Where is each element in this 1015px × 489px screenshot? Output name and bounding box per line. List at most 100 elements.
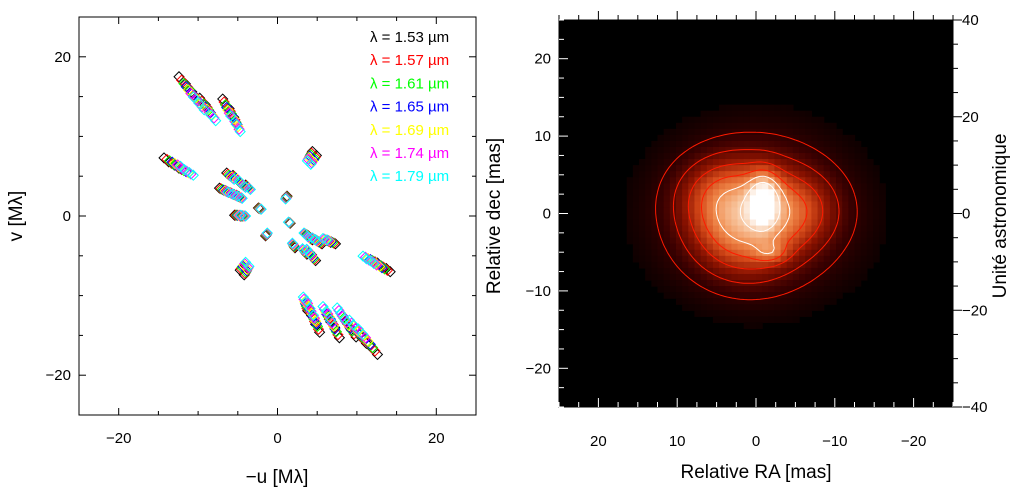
image-pixel: [706, 267, 714, 275]
image-pixel: [688, 267, 696, 275]
image-pixel: [786, 213, 794, 221]
image-pixel: [743, 298, 751, 305]
image-pixel: [743, 243, 751, 251]
image-pixel: [780, 189, 788, 196]
uv-point: [163, 155, 176, 167]
image-pixel: [879, 183, 886, 190]
image-pixel: [694, 146, 702, 154]
image-pixel: [780, 171, 788, 178]
image-pixel: [829, 267, 837, 275]
image-pixel: [657, 140, 665, 148]
image-pixel: [811, 207, 819, 215]
image-pixel: [860, 165, 868, 172]
uv-x-tick-label: 20: [428, 430, 445, 447]
image-pixel: [799, 298, 806, 305]
image-pixel: [860, 225, 868, 233]
image-pixel: [756, 201, 763, 209]
image-pixel: [700, 273, 708, 281]
image-pixel: [682, 201, 689, 209]
image-pixel: [786, 255, 794, 263]
image-pixel: [756, 273, 763, 281]
image-pixel: [700, 225, 708, 233]
image-pixel: [749, 225, 757, 233]
image-pixel: [651, 231, 659, 239]
image-pixel: [848, 177, 856, 184]
image-pixel: [682, 171, 689, 178]
image-pixel: [756, 267, 763, 275]
image-pixel: [645, 237, 652, 245]
image-pixel: [731, 189, 739, 196]
image-pixel: [811, 201, 819, 209]
image-y2-tick-label: −40: [962, 399, 987, 416]
uv-series-1: [161, 74, 394, 357]
image-pixel: [829, 128, 837, 136]
image-pixel: [688, 261, 696, 269]
image-pixel: [737, 177, 745, 184]
image-pixel: [842, 255, 849, 263]
image-pixel: [737, 310, 745, 317]
image-pixel: [725, 159, 732, 166]
image-pixel: [842, 189, 849, 196]
image-pixel: [725, 140, 732, 148]
image-pixel: [829, 261, 837, 269]
image-pixel: [669, 165, 677, 172]
image-pixel: [712, 219, 720, 227]
image-pixel: [872, 201, 880, 209]
image-pixel: [792, 310, 800, 317]
image-pixel: [774, 153, 782, 160]
image-pixel: [860, 183, 868, 190]
image-pixel: [645, 255, 652, 263]
image-pixel: [866, 177, 874, 184]
image-pixel: [694, 304, 702, 311]
uv-x-tick-label: 0: [273, 430, 281, 447]
image-pixel: [774, 286, 782, 293]
image-pixel: [694, 201, 702, 209]
image-pixel: [762, 267, 769, 275]
image-pixel: [811, 267, 819, 275]
image-pixel: [669, 189, 677, 196]
image-pixel: [700, 207, 708, 215]
image-pixel: [792, 122, 800, 130]
image-pixel: [792, 255, 800, 263]
image-pixel: [663, 267, 671, 275]
image-pixel: [719, 122, 726, 130]
image-pixel: [829, 243, 837, 251]
image-pixel: [860, 195, 868, 203]
image-pixel: [780, 128, 788, 136]
image-pixel: [817, 201, 825, 209]
uv-point: [343, 314, 356, 326]
image-pixel: [639, 189, 646, 196]
uv-y-tick-labels: −20 0 20: [46, 49, 71, 384]
image-pixel: [774, 165, 782, 172]
image-pixel: [706, 140, 714, 148]
image-pixel: [669, 292, 677, 299]
image-pixel: [848, 267, 856, 275]
image-pixel: [786, 165, 794, 172]
image-pixel: [706, 153, 714, 160]
image-pixel: [866, 195, 874, 203]
image-pixel: [688, 243, 696, 251]
image-pixel: [737, 189, 745, 196]
image-pixel: [645, 165, 652, 172]
image-pixel: [749, 292, 757, 299]
image-pixel: [725, 110, 732, 118]
image-pixel: [829, 225, 837, 233]
image-pixel: [811, 140, 819, 148]
uv-point: [219, 99, 232, 111]
image-pixel: [842, 183, 849, 190]
image-pixel: [799, 249, 806, 257]
image-pixel: [829, 171, 837, 178]
image-pixel: [712, 183, 720, 190]
image-pixel: [823, 134, 831, 142]
image-pixel: [682, 159, 689, 166]
image-pixel: [762, 310, 769, 317]
image-pixel: [842, 134, 849, 142]
image-pixel: [768, 243, 776, 251]
image-pixel: [719, 213, 726, 221]
image-pixel: [854, 159, 862, 166]
image-pixel: [774, 146, 782, 154]
image-pixel: [682, 249, 689, 257]
image-pixel: [805, 255, 813, 263]
image-pixel: [749, 134, 757, 142]
uv-point: [362, 335, 374, 348]
